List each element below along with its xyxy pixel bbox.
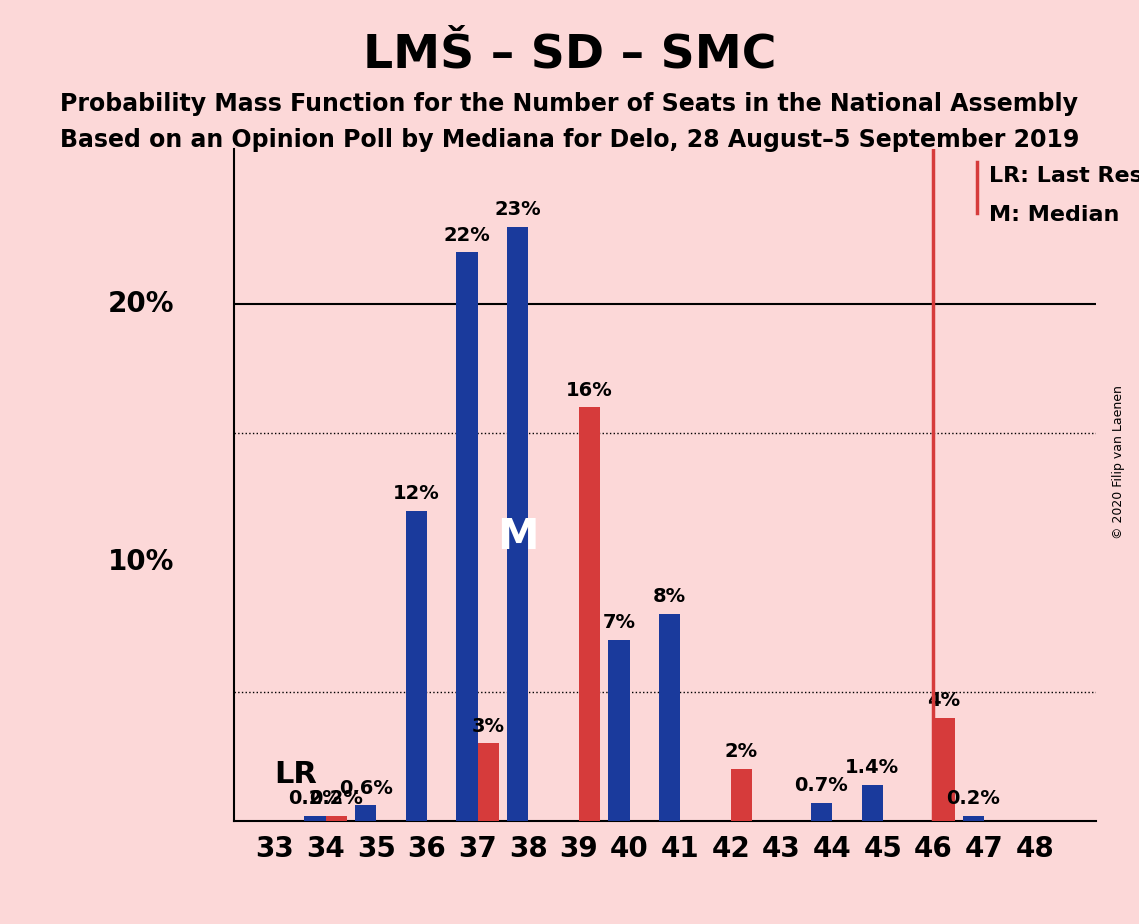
Bar — [934, 718, 954, 821]
Text: 20%: 20% — [107, 290, 174, 318]
Text: M: M — [497, 516, 539, 557]
Text: 3%: 3% — [472, 717, 505, 736]
Text: 10%: 10% — [108, 549, 174, 577]
Text: LMŠ – SD – SMC: LMŠ – SD – SMC — [362, 32, 777, 78]
Text: M: Median: M: Median — [989, 205, 1118, 225]
Bar — [579, 407, 600, 821]
Text: Probability Mass Function for the Number of Seats in the National Assembly: Probability Mass Function for the Number… — [60, 92, 1079, 116]
Text: LR: Last Result: LR: Last Result — [989, 166, 1139, 187]
Text: 23%: 23% — [494, 200, 541, 219]
Text: 12%: 12% — [393, 484, 440, 503]
Text: 1.4%: 1.4% — [845, 758, 899, 777]
Bar — [811, 803, 833, 821]
Text: 8%: 8% — [653, 588, 686, 606]
Text: 0.7%: 0.7% — [795, 776, 849, 795]
Bar — [507, 226, 528, 821]
Text: 0.6%: 0.6% — [338, 779, 393, 797]
Bar — [326, 816, 347, 821]
Text: LR: LR — [273, 760, 317, 789]
Text: © 2020 Filip van Laenen: © 2020 Filip van Laenen — [1113, 385, 1125, 539]
Bar — [861, 784, 883, 821]
Bar — [658, 614, 680, 821]
Text: 0.2%: 0.2% — [947, 789, 1000, 808]
Text: 0.2%: 0.2% — [288, 789, 342, 808]
Bar — [477, 744, 499, 821]
Bar — [962, 816, 984, 821]
Text: 2%: 2% — [724, 743, 759, 761]
Text: 16%: 16% — [566, 381, 613, 400]
Text: 7%: 7% — [603, 614, 636, 632]
Text: 22%: 22% — [443, 225, 490, 245]
Text: 4%: 4% — [927, 691, 960, 710]
Bar — [405, 511, 427, 821]
Text: 0.2%: 0.2% — [310, 789, 363, 808]
Bar — [355, 806, 376, 821]
Bar — [608, 640, 630, 821]
Bar — [304, 816, 326, 821]
Bar — [457, 252, 477, 821]
Bar — [731, 769, 752, 821]
Text: Based on an Opinion Poll by Mediana for Delo, 28 August–5 September 2019: Based on an Opinion Poll by Mediana for … — [60, 128, 1079, 152]
